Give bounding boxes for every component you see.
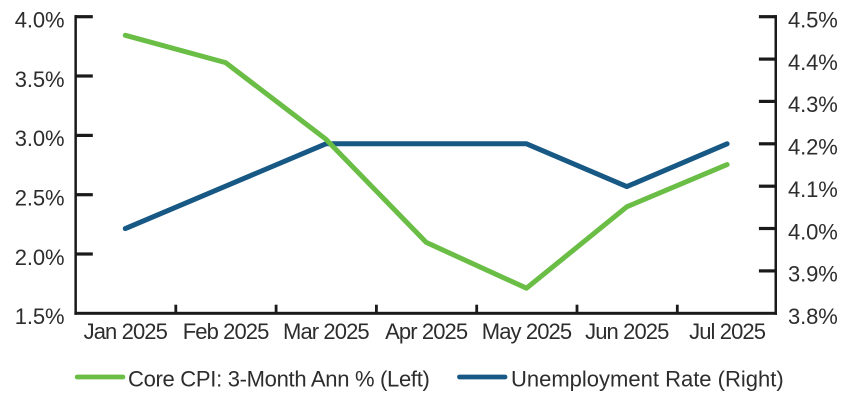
svg-text:4.3%: 4.3% — [788, 92, 838, 117]
svg-text:2.0%: 2.0% — [15, 245, 65, 270]
svg-text:2.5%: 2.5% — [15, 186, 65, 211]
svg-text:3.9%: 3.9% — [788, 262, 838, 287]
svg-text:Mar 2025: Mar 2025 — [283, 319, 369, 344]
svg-text:Jun 2025: Jun 2025 — [585, 319, 669, 344]
svg-text:Jul 2025: Jul 2025 — [689, 319, 766, 344]
svg-text:4.5%: 4.5% — [788, 8, 838, 33]
svg-text:May 2025: May 2025 — [482, 319, 572, 344]
svg-text:4.0%: 4.0% — [15, 8, 65, 33]
svg-text:Apr 2025: Apr 2025 — [385, 319, 468, 344]
svg-text:Core CPI: 3-Month Ann % (Left): Core CPI: 3-Month Ann % (Left) — [128, 367, 430, 392]
svg-text:Jan 2025: Jan 2025 — [84, 319, 168, 344]
svg-text:3.0%: 3.0% — [15, 126, 65, 151]
svg-text:4.4%: 4.4% — [788, 50, 838, 75]
svg-text:4.1%: 4.1% — [788, 177, 838, 202]
svg-text:Unemployment Rate (Right): Unemployment Rate (Right) — [511, 367, 784, 392]
svg-text:4.2%: 4.2% — [788, 135, 838, 160]
svg-text:3.8%: 3.8% — [788, 304, 838, 329]
svg-text:4.0%: 4.0% — [788, 219, 838, 244]
svg-text:1.5%: 1.5% — [15, 304, 65, 329]
svg-text:Feb 2025: Feb 2025 — [183, 319, 269, 344]
svg-text:3.5%: 3.5% — [15, 67, 65, 92]
